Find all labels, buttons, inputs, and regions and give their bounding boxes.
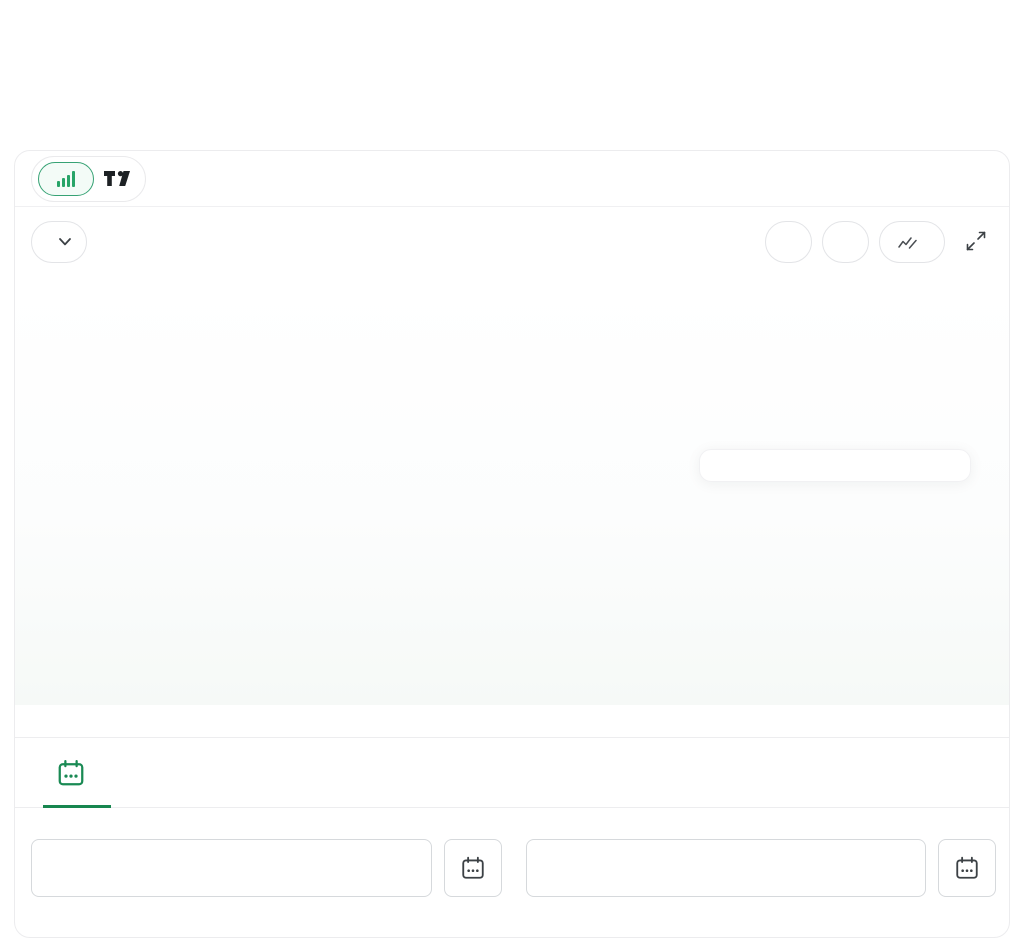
- custom-period-tab[interactable]: [31, 738, 111, 808]
- date-to-input[interactable]: [525, 839, 926, 897]
- chart-card: [14, 150, 1010, 938]
- date-to-column: [525, 828, 996, 897]
- period-performance-bar: [15, 738, 1009, 808]
- chart-toolbar: [15, 207, 1009, 263]
- date-from-column: [31, 828, 502, 897]
- price-chart[interactable]: [15, 285, 1009, 705]
- fullscreen-button[interactable]: [959, 224, 993, 261]
- chart-provider-toggle[interactable]: [31, 155, 146, 202]
- compare-button[interactable]: [822, 221, 869, 263]
- technical-analysis-button[interactable]: [879, 221, 945, 263]
- tradingview-toggle-button[interactable]: [104, 171, 130, 186]
- date-to-calendar-button[interactable]: [938, 839, 996, 897]
- calendar-icon: [461, 856, 484, 879]
- bar-chart-icon: [57, 170, 75, 187]
- price-chart-svg[interactable]: [15, 285, 1010, 705]
- x-axis: [15, 705, 1009, 738]
- calendar-icon: [58, 759, 84, 785]
- tradingview-logo: [104, 171, 130, 186]
- chevron-down-icon: [59, 238, 71, 246]
- settings-button[interactable]: [765, 221, 812, 263]
- calendar-icon: [956, 856, 978, 879]
- interval-dropdown[interactable]: [31, 221, 87, 263]
- technical-analysis-icon: [898, 236, 917, 249]
- date-from-input[interactable]: [31, 839, 432, 897]
- date-from-calendar-button[interactable]: [443, 839, 502, 897]
- card-header: [15, 151, 1009, 207]
- chart-tooltip: [699, 449, 971, 482]
- date-range-section: [15, 808, 1009, 897]
- expand-icon: [966, 231, 986, 250]
- simple-chart-toggle-button[interactable]: [38, 161, 94, 196]
